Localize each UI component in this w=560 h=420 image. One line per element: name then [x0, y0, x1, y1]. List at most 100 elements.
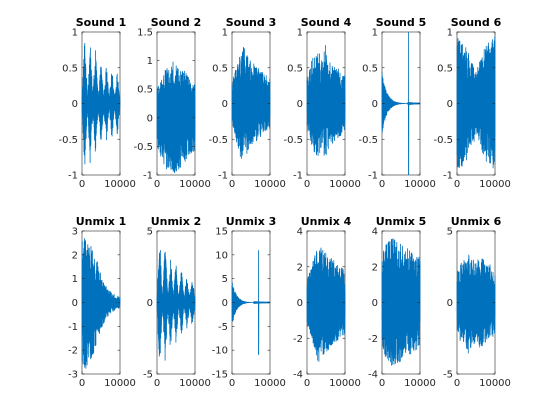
x-tick-label: 10000: [179, 378, 211, 389]
y-tick-label: -1: [68, 322, 78, 333]
y-tick-label: 0.5: [437, 63, 453, 74]
y-tick-label: -1: [368, 171, 378, 182]
subplot-10: -4 -2 0 2 4 0 10000 Unmix 4: [293, 215, 361, 389]
subplot-title: Unmix 3: [226, 215, 277, 228]
y-tick-label: 0: [372, 298, 378, 309]
x-tick-label: 10000: [329, 179, 361, 190]
subplot-2: -1 -0.5 0 0.5 1 1.5 0 10000 Sound 2: [133, 16, 210, 190]
subplot-title: Sound 5: [376, 16, 427, 29]
subplot-1: -1 -0.5 0 0.5 1 0 10000 Sound 1: [58, 16, 135, 190]
x-tick-label: 0: [304, 378, 310, 389]
y-tick-label: -1: [293, 171, 303, 182]
subplot-6: -1 -0.5 0 0.5 1 0 10000 Sound 6: [433, 16, 510, 190]
y-tick-label: 0.5: [212, 63, 228, 74]
y-tick-label: 0: [147, 298, 153, 309]
y-tick-label: -4: [368, 370, 378, 381]
y-tick-label: 5: [147, 227, 153, 238]
x-tick-label: 0: [229, 179, 235, 190]
waveform-line: [231, 250, 271, 355]
x-tick-label: 10000: [179, 179, 211, 190]
y-tick-label: 1: [372, 28, 378, 39]
y-tick-label: 0: [447, 298, 453, 309]
y-tick-label: -0.5: [208, 135, 228, 146]
y-tick-label: 1: [72, 274, 78, 285]
y-tick-label: -1: [218, 171, 228, 182]
y-tick-label: -5: [218, 322, 228, 333]
y-tick-label: -15: [212, 370, 228, 381]
y-tick-label: -0.5: [58, 135, 78, 146]
x-tick-label: 0: [79, 378, 85, 389]
y-tick-label: 1: [447, 28, 453, 39]
y-tick-label: -2: [368, 334, 378, 345]
subplot-7: -3 -2 -1 0 1 2 3 0 10000 Unmix 1: [68, 215, 136, 389]
subplot-title: Sound 2: [151, 16, 202, 29]
y-tick-label: -10: [212, 346, 228, 357]
y-tick-label: 1: [147, 56, 153, 67]
subplot-title: Sound 6: [451, 16, 502, 29]
x-tick-label: 0: [154, 378, 160, 389]
y-tick-label: 4: [372, 227, 378, 238]
y-tick-label: 2: [297, 262, 303, 273]
waveform-line: [456, 36, 496, 169]
y-tick-label: 1: [222, 28, 228, 39]
x-tick-label: 0: [154, 179, 160, 190]
y-tick-label: 10: [215, 250, 228, 261]
y-tick-label: -5: [143, 370, 153, 381]
x-tick-label: 0: [79, 179, 85, 190]
subplot-title: Unmix 6: [451, 215, 502, 228]
x-tick-label: 10000: [329, 378, 361, 389]
y-tick-label: 2: [72, 250, 78, 261]
subplot-title: Sound 1: [76, 16, 127, 29]
subplot-3: -1 -0.5 0 0.5 1 0 10000 Sound 3: [208, 16, 285, 190]
x-tick-label: 10000: [404, 378, 436, 389]
y-tick-label: 0: [297, 99, 303, 110]
x-tick-label: 10000: [254, 179, 286, 190]
y-tick-label: -0.5: [133, 142, 153, 153]
y-tick-label: 1.5: [137, 28, 153, 39]
waveform-line: [306, 45, 346, 156]
y-tick-label: 0.5: [287, 63, 303, 74]
x-tick-label: 0: [229, 378, 235, 389]
waveform-line: [231, 46, 271, 159]
waveform-line: [156, 250, 196, 361]
x-tick-label: 10000: [254, 378, 286, 389]
y-tick-label: -1: [443, 171, 453, 182]
subplot-5: -1 -0.5 0 0.5 1 0 10000 Sound 5: [358, 16, 435, 190]
waveform-line: [81, 43, 121, 165]
x-tick-label: 0: [454, 378, 460, 389]
y-tick-label: -1: [68, 171, 78, 182]
x-tick-label: 0: [379, 179, 385, 190]
x-tick-label: 0: [304, 179, 310, 190]
subplot-9: -15 -10 -5 0 5 10 15 0 10000 Unmix 3: [212, 215, 286, 389]
y-tick-label: 15: [215, 227, 228, 238]
y-tick-label: 0: [72, 298, 78, 309]
y-tick-label: 0: [447, 99, 453, 110]
x-tick-label: 0: [379, 378, 385, 389]
y-tick-label: -0.5: [433, 135, 453, 146]
x-tick-label: 10000: [104, 378, 136, 389]
waveform-line: [81, 238, 121, 369]
y-tick-label: 2: [372, 262, 378, 273]
y-tick-label: 0.5: [62, 63, 78, 74]
y-tick-label: -2: [68, 346, 78, 357]
waveform-line: [456, 254, 496, 354]
x-tick-label: 0: [454, 179, 460, 190]
subplot-title: Sound 3: [226, 16, 277, 29]
y-tick-label: -2: [293, 334, 303, 345]
subplot-title: Unmix 2: [151, 215, 202, 228]
waveform-line: [306, 247, 346, 362]
y-tick-label: 0.5: [137, 85, 153, 96]
x-tick-label: 10000: [479, 378, 511, 389]
y-tick-label: 5: [222, 274, 228, 285]
y-tick-label: -1: [143, 171, 153, 182]
y-tick-label: 5: [447, 227, 453, 238]
waveform-line: [381, 31, 421, 176]
waveform-line: [156, 61, 196, 174]
subplot-4: -1 -0.5 0 0.5 1 0 10000 Sound 4: [283, 16, 360, 190]
y-tick-label: -5: [443, 370, 453, 381]
y-tick-label: -0.5: [358, 135, 378, 146]
y-tick-label: 0: [297, 298, 303, 309]
y-tick-label: 3: [72, 227, 78, 238]
